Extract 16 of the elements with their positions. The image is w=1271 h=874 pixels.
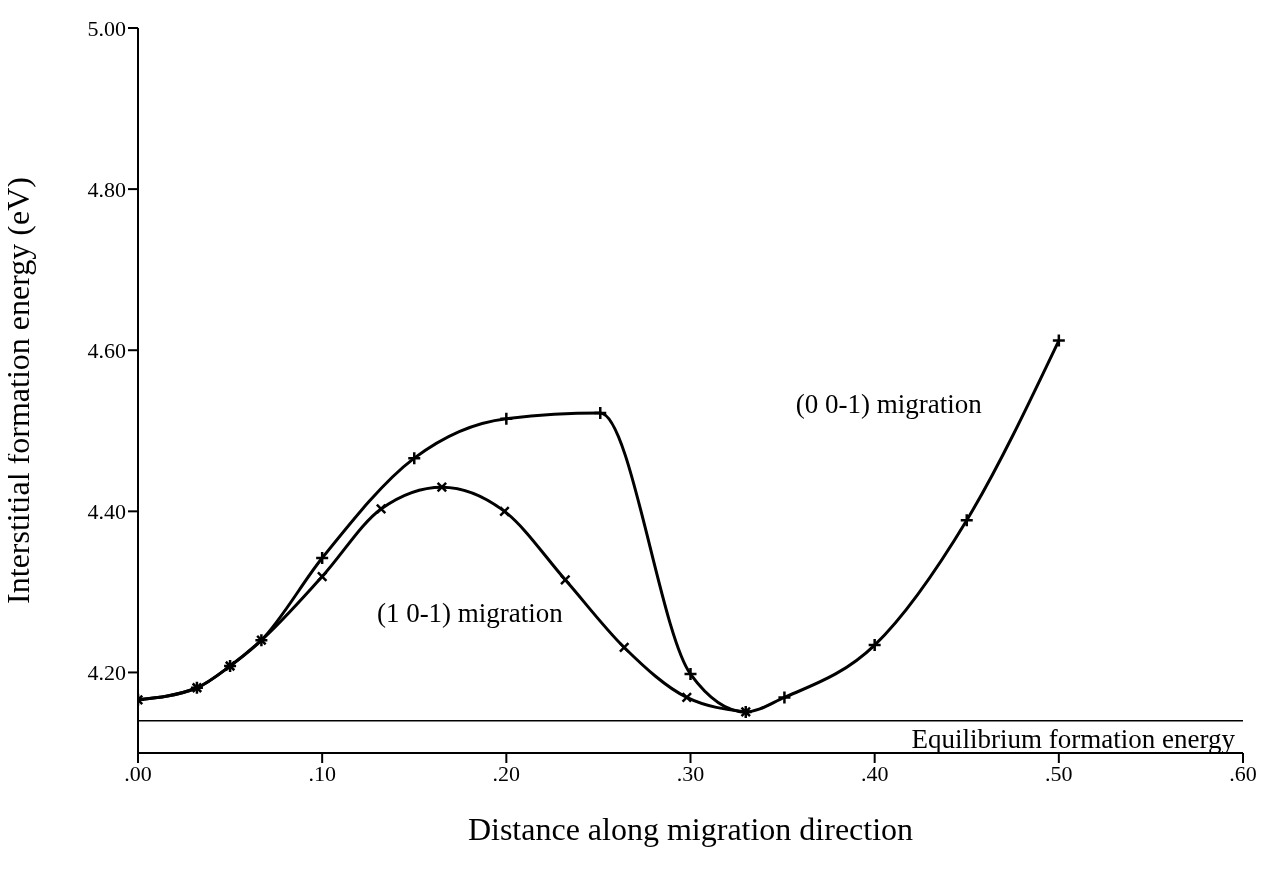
x-tick-label: .20: [492, 760, 521, 786]
y-tick-label: 4.60: [87, 338, 126, 364]
ref-line-label: Equilibrium formation energy: [911, 723, 1236, 754]
y-tick-label: 4.40: [87, 499, 126, 525]
y-tick-label: 5.00: [87, 15, 126, 41]
x-tick-label: .30: [676, 760, 705, 786]
x-tick-label: .10: [308, 760, 336, 786]
x-tick-label: .40: [860, 760, 889, 786]
y-tick-label: 4.20: [87, 660, 126, 686]
series-label: (0 0-1) migration: [795, 388, 983, 419]
x-tick-label: .60: [1229, 760, 1257, 786]
x-tick-label: .50: [1045, 760, 1073, 786]
series-label: (1 0-1) migration: [376, 598, 564, 629]
x-tick-label: .00: [124, 760, 152, 786]
y-tick-label: 4.80: [87, 176, 126, 202]
x-axis-title: Distance along migration direction: [467, 811, 914, 847]
